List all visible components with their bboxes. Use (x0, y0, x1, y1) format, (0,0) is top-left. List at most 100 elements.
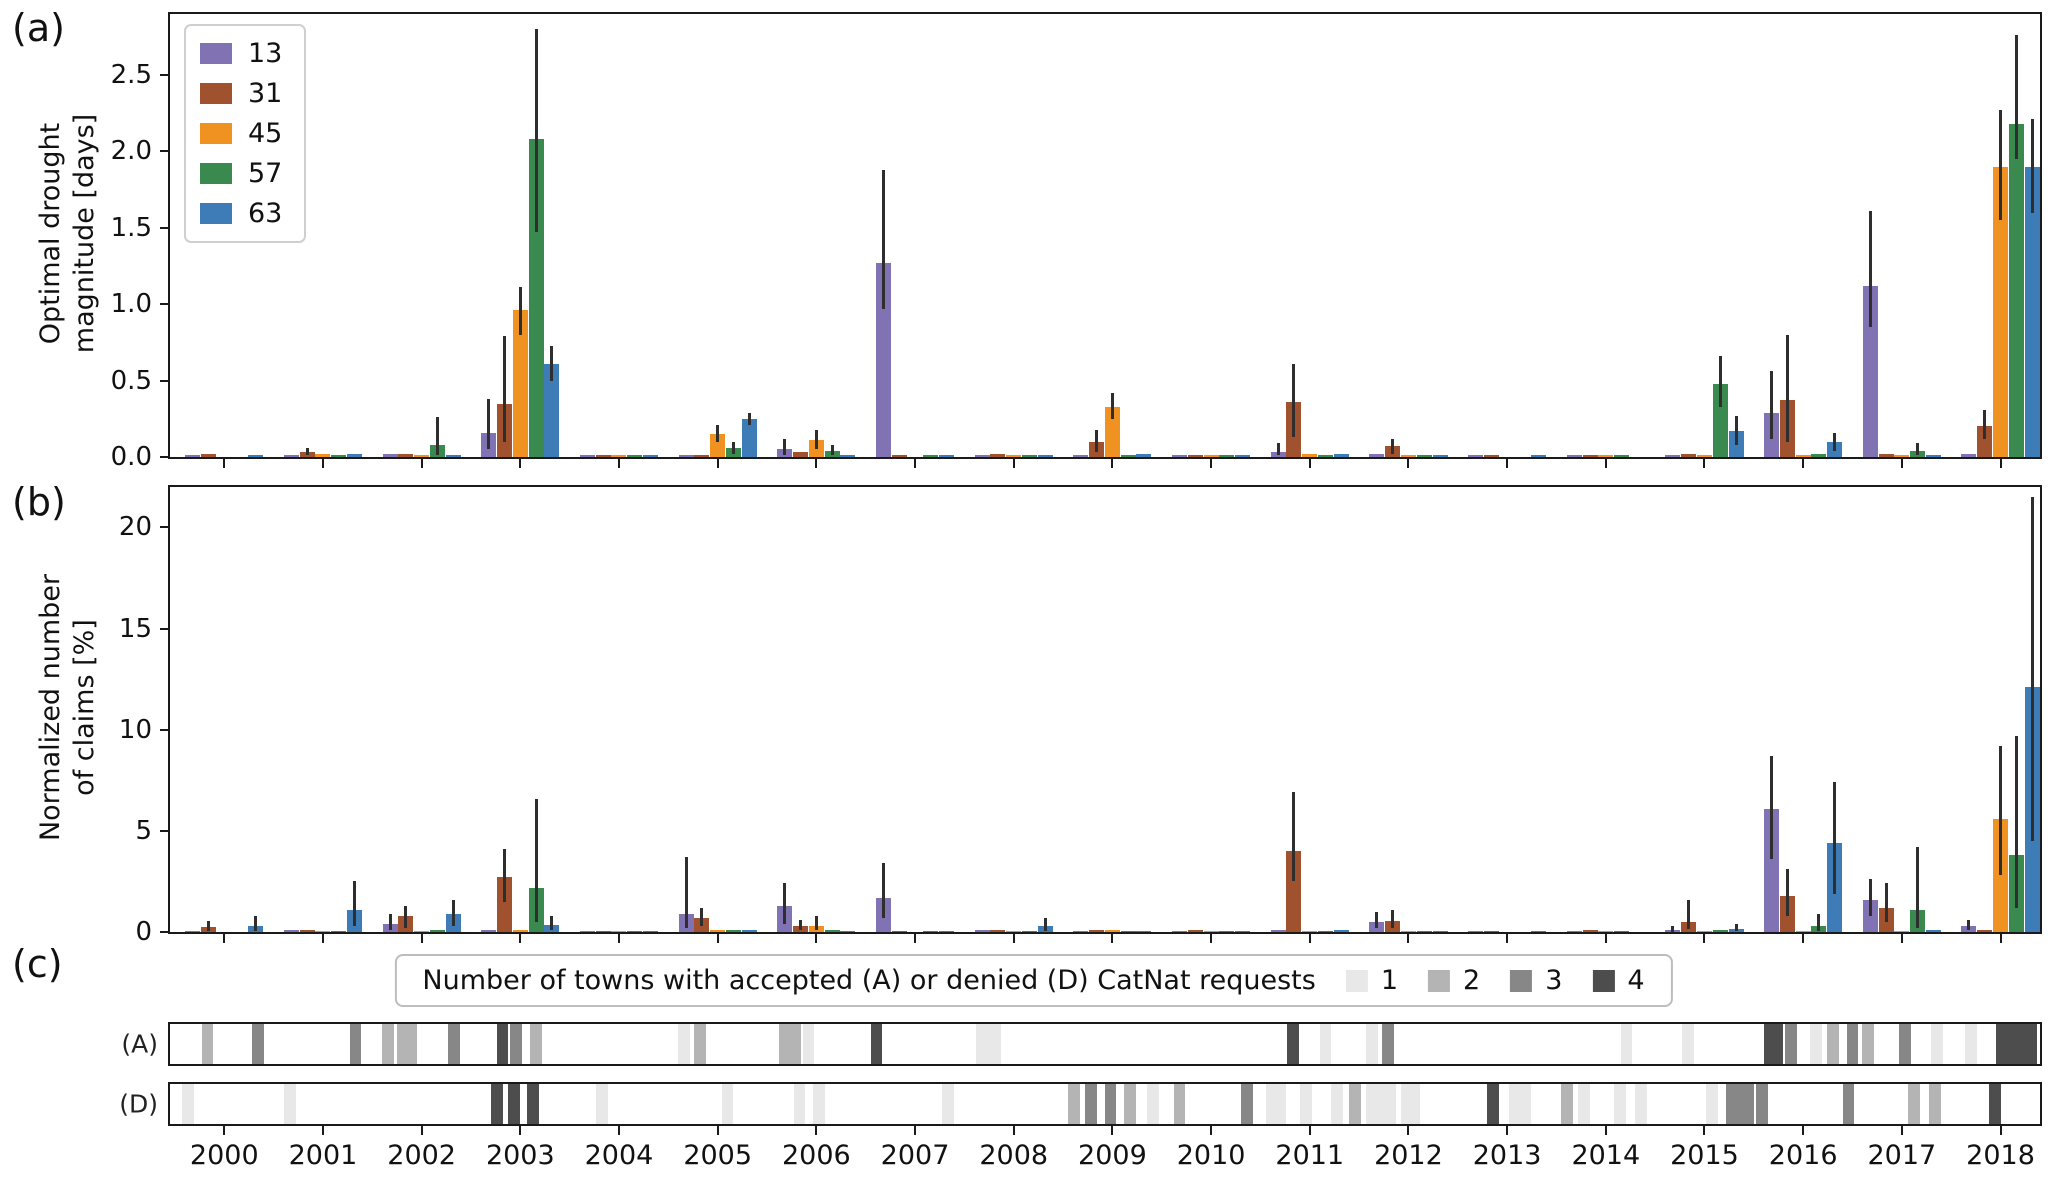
bar-series-13 (1566, 931, 1582, 932)
bar-series-57 (627, 455, 643, 457)
error-bar (716, 424, 720, 442)
catnat-legend-item: 1 (1345, 965, 1398, 996)
error-bar (2030, 497, 2034, 841)
bar-series-31 (694, 455, 710, 457)
catnat-cell-level-1 (793, 1084, 806, 1124)
catnat-cell-level-1 (1331, 1084, 1344, 1124)
bar-series-57 (1416, 931, 1432, 932)
x-tick-mark (1900, 934, 1903, 943)
bar-series-31 (891, 455, 907, 457)
catnat-legend-level-label: 3 (1545, 965, 1563, 996)
panel-b-label: (b) (12, 480, 66, 524)
catnat-cell-level-3 (1898, 1024, 1911, 1064)
bar-series-13 (1665, 455, 1681, 457)
catnat-cell-level-4 (1287, 1024, 1299, 1064)
bar-series-45 (1104, 406, 1120, 457)
x-tick-mark (1604, 459, 1607, 468)
x-tick-mark (519, 934, 522, 943)
bar-series-13 (1172, 931, 1187, 932)
x-tick-mark (1703, 459, 1706, 468)
bar-series-45 (315, 453, 331, 457)
bar-series-31 (1483, 455, 1499, 457)
error-bar (799, 919, 803, 930)
bar-series-63 (1235, 455, 1251, 457)
y-tick-label: 0.0 (110, 442, 152, 472)
bar-series-45 (710, 929, 726, 932)
x-tick-label: 2014 (1571, 1140, 1641, 1171)
bar-series-63 (939, 931, 955, 932)
y-tick-mark (160, 74, 169, 77)
bar-series-63 (643, 455, 659, 457)
error-bar (206, 920, 210, 931)
bar-series-13 (1862, 285, 1878, 457)
error-bar (1375, 911, 1379, 928)
catnat-cell-level-1 (1681, 1024, 1694, 1064)
bar-series-57 (1318, 931, 1334, 932)
bar-series-31 (1582, 929, 1598, 932)
catnat-cell-level-2 (1907, 1084, 1920, 1124)
x-tick-mark (914, 934, 917, 943)
bar-series-45 (611, 455, 627, 457)
bar-series-63 (1432, 931, 1448, 932)
y-tick-label: 2.5 (110, 60, 152, 91)
bar-series-13 (382, 453, 398, 457)
y-tick-mark (160, 303, 169, 306)
catnat-cell-level-1 (721, 1084, 734, 1124)
bar-series-63 (1333, 453, 1349, 457)
x-tick-mark (420, 1126, 423, 1135)
bar-series-45 (414, 931, 430, 932)
x-tick-mark (1210, 1126, 1213, 1135)
error-bar (1999, 745, 2003, 876)
catnat-cell-level-1 (1366, 1084, 1396, 1124)
y-tick-label: 15 (118, 613, 152, 644)
x-tick-label: 2013 (1472, 1140, 1542, 1171)
y-tick-label: 5 (135, 815, 152, 846)
catnat-cell-level-3 (1084, 1084, 1097, 1124)
bar-series-45 (512, 929, 528, 932)
bar-series-13 (1073, 931, 1089, 932)
bar-series-31 (1681, 453, 1697, 457)
error-bar (404, 905, 408, 928)
x-tick-label: 2004 (584, 1140, 654, 1171)
bar-series-57 (1318, 455, 1334, 457)
bar-series-45 (710, 434, 726, 457)
error-bar (747, 412, 751, 425)
error-bar (1292, 363, 1296, 438)
x-tick-mark (1604, 1126, 1607, 1135)
legend-item: 31 (200, 78, 282, 109)
x-tick-mark (1012, 459, 1015, 468)
bar-series-31 (1878, 453, 1894, 457)
catnat-cell-level-4 (496, 1024, 509, 1064)
bar-series-31 (595, 455, 611, 457)
bar-series-13 (579, 931, 595, 932)
bar-series-63 (741, 929, 757, 932)
bar-series-45 (1598, 931, 1614, 932)
bar-series-13 (185, 455, 201, 457)
bar-series-13 (1369, 453, 1385, 457)
bar-series-63 (347, 453, 363, 457)
x-tick-label: 2002 (387, 1140, 456, 1171)
bar-series-63 (1235, 931, 1251, 932)
legend-item-label: 57 (248, 158, 283, 189)
x-tick-mark (1308, 934, 1311, 943)
x-tick-mark (1900, 459, 1903, 468)
catnat-cell-level-1 (1146, 1084, 1159, 1124)
error-bar (783, 438, 787, 456)
catnat-cell-level-3 (1842, 1084, 1855, 1124)
bar-series-31 (200, 453, 216, 457)
legend-item-label: 13 (248, 38, 283, 69)
bar-series-57 (429, 929, 445, 932)
catnat-legend: Number of towns with accepted (A) or den… (394, 954, 1673, 1007)
catnat-cell-level-2 (1561, 1084, 1574, 1124)
panel-b-plot-area: 0 5 10 15 20 (119, 485, 2042, 947)
bar-series-57 (1219, 455, 1235, 457)
x-tick-mark (1506, 934, 1509, 943)
catnat-cell-level-4 (508, 1084, 521, 1124)
bar-series-63 (1037, 455, 1053, 457)
catnat-cell-level-3 (1846, 1024, 1859, 1064)
error-bar (881, 169, 885, 309)
bar-series-31 (1187, 929, 1203, 932)
catnat-legend-swatch (1592, 969, 1615, 992)
x-tick-label: 2010 (1176, 1140, 1246, 1171)
error-bar (1817, 913, 1821, 931)
